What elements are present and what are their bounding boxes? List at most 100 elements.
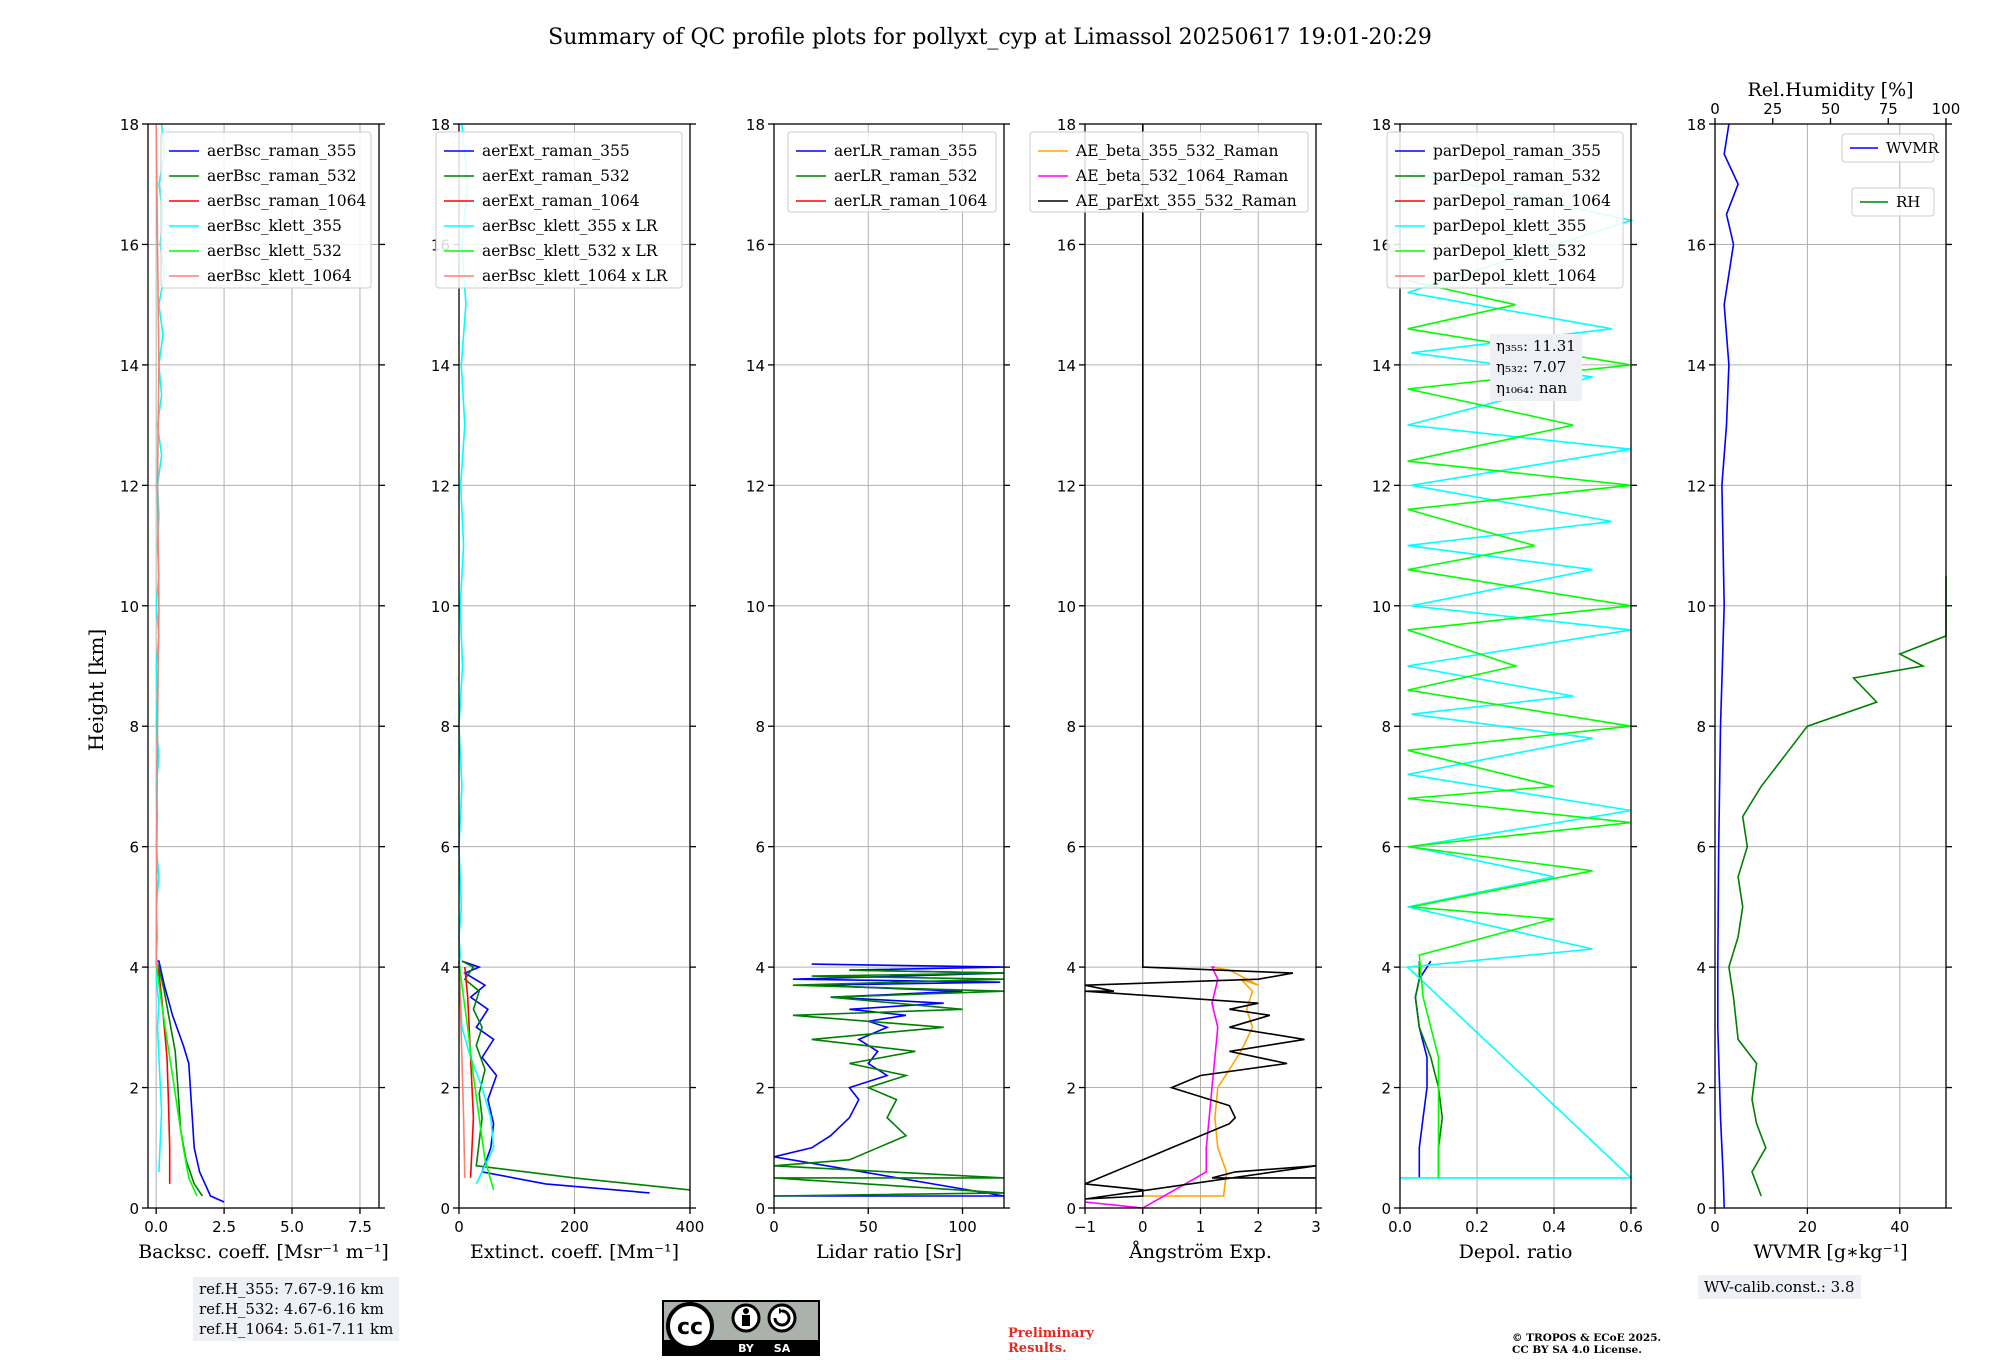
x-axis-label: WVMR [g∗kg⁻¹] xyxy=(1753,1241,1907,1263)
x-tick-label: 200 xyxy=(560,1218,589,1236)
legend-label: aerExt_raman_355 xyxy=(482,142,630,160)
legend-label: parDepol_raman_532 xyxy=(1433,167,1601,185)
x-tick-label: 0 xyxy=(769,1218,779,1236)
legend: AE_beta_355_532_Raman AE_beta_532_1064_Ra… xyxy=(1029,131,1309,213)
y-tick-label: 2 xyxy=(755,1080,765,1098)
x-axis-label: Lidar ratio [Sr] xyxy=(816,1241,962,1263)
axes-frame xyxy=(1399,123,1632,1209)
legend-box xyxy=(435,131,683,289)
top-x-tick-label: 75 xyxy=(1879,100,1898,118)
y-tick-label: 16 xyxy=(1057,236,1076,254)
y-tick-label: 10 xyxy=(120,598,139,616)
y-tick-label: 12 xyxy=(120,477,139,495)
panel-5: 0 2 4 6 8 10 12 14 16 18 0.0 0.2 0.4 0.6 Depol. ratio p… xyxy=(1372,116,1643,1263)
y-tick-label: 10 xyxy=(1687,598,1706,616)
legend: RH xyxy=(1851,187,1935,217)
x-tick-label: 5.0 xyxy=(280,1218,304,1236)
y-tick-label: 2 xyxy=(1381,1080,1391,1098)
x-axis-label: Extinct. coeff. [Mm⁻¹] xyxy=(470,1241,679,1263)
y-tick-label: 0 xyxy=(755,1200,765,1218)
legend-box xyxy=(1851,187,1935,217)
y-tick-label: 18 xyxy=(1372,116,1391,134)
wv-calibration-constant: WV-calib.const.: 3.8 xyxy=(1704,1278,1855,1296)
legend-label: WVMR xyxy=(1886,139,1940,157)
legend-label: parDepol_klett_1064 xyxy=(1433,267,1596,285)
y-tick-label: 0 xyxy=(440,1200,450,1218)
y-tick-label: 8 xyxy=(129,718,139,736)
x-tick-label: −1 xyxy=(1074,1218,1096,1236)
legend-label: aerBsc_klett_355 xyxy=(207,217,342,235)
y-tick-label: 6 xyxy=(129,839,139,857)
reference-heights-box: ref.H_355: 7.67-9.16 km ref.H_532: 4.67-… xyxy=(193,1277,400,1341)
ref-height-355: ref.H_355: 7.67-9.16 km xyxy=(199,1280,384,1298)
legend-label: aerLR_raman_1064 xyxy=(834,192,987,210)
y-tick-label: 2 xyxy=(129,1080,139,1098)
x-tick-label: 3 xyxy=(1311,1218,1321,1236)
y-tick-label: 12 xyxy=(1687,477,1706,495)
preliminary-results-note: Preliminary Results. xyxy=(1008,1326,1094,1356)
y-tick-label: 18 xyxy=(120,116,139,134)
x-tick-label: 0 xyxy=(1138,1218,1148,1236)
y-tick-label: 4 xyxy=(1066,959,1076,977)
y-axis-label: Height [km] xyxy=(84,629,108,751)
x-tick-label: 0.2 xyxy=(1465,1218,1489,1236)
y-tick-label: 16 xyxy=(1372,236,1391,254)
y-tick-label: 4 xyxy=(129,959,139,977)
series-line-aerExt_raman_355 xyxy=(461,960,650,1194)
top-x-tick-label: 100 xyxy=(1932,100,1961,118)
figure-title: Summary of QC profile plots for pollyxt_… xyxy=(548,25,1432,50)
y-tick-label: 2 xyxy=(440,1080,450,1098)
y-tick-label: 16 xyxy=(746,236,765,254)
series-line-aerBsc_raman_532 xyxy=(155,960,204,1197)
legend-label: aerBsc_klett_355 x LR xyxy=(482,217,659,235)
copyright-note: © TROPOS & ECoE 2025. CC BY SA 4.0 Licen… xyxy=(1512,1332,1661,1356)
legend: parDepol_raman_355 parDepol_raman_532 parD… xyxy=(1386,131,1624,289)
y-tick-label: 8 xyxy=(1696,718,1706,736)
y-tick-label: 14 xyxy=(431,357,450,375)
legend-label: aerBsc_klett_1064 xyxy=(207,267,352,285)
legend-label: aerBsc_raman_532 xyxy=(207,167,357,185)
legend-label: aerLR_raman_532 xyxy=(834,167,977,185)
y-tick-label: 4 xyxy=(1696,959,1706,977)
x-axis-label: Backsc. coeff. [Msr⁻¹ m⁻¹] xyxy=(138,1241,389,1263)
y-tick-label: 8 xyxy=(1066,718,1076,736)
y-tick-label: 0 xyxy=(1696,1200,1706,1218)
y-tick-label: 12 xyxy=(746,477,765,495)
wv-calibration-box: WV-calib.const.: 3.8 xyxy=(1698,1275,1861,1299)
x-tick-label: 0 xyxy=(1710,1218,1720,1236)
y-tick-label: 18 xyxy=(1057,116,1076,134)
series-line-WVMR xyxy=(1717,123,1739,1209)
y-tick-label: 12 xyxy=(1372,477,1391,495)
eta-annotation-box: η₃₅₅: 11.31 η₅₃₂: 7.07 η₁₀₆₄: nan xyxy=(1490,334,1582,401)
x-tick-label: 100 xyxy=(948,1218,977,1236)
series-line-AE_parExt_355_532_Raman xyxy=(1084,124,1317,1200)
x-tick-label: 2.5 xyxy=(212,1218,236,1236)
copyright-line2: CC BY SA 4.0 License. xyxy=(1512,1344,1642,1356)
x-tick-label: 0.0 xyxy=(144,1218,168,1236)
series-line-aerBsc_klett_1064 xyxy=(155,123,160,968)
cc-license-logo: cc BY SA xyxy=(662,1300,820,1356)
y-tick-label: 2 xyxy=(1066,1080,1076,1098)
legend-label: parDepol_klett_355 xyxy=(1433,217,1586,235)
y-tick-label: 12 xyxy=(431,477,450,495)
y-tick-label: 8 xyxy=(1381,718,1391,736)
legend-box xyxy=(787,131,997,213)
x-tick-label: 1 xyxy=(1196,1218,1206,1236)
series-line-aerBsc_raman_355 xyxy=(156,960,225,1203)
y-tick-label: 14 xyxy=(746,357,765,375)
x-tick-label: 20 xyxy=(1798,1218,1817,1236)
x-tick-label: 400 xyxy=(676,1218,705,1236)
x-tick-label: 50 xyxy=(859,1218,878,1236)
y-tick-label: 6 xyxy=(755,839,765,857)
y-tick-label: 12 xyxy=(1057,477,1076,495)
axes-frame xyxy=(147,123,380,1209)
panel-1: 0 2 4 6 8 10 12 14 16 18 0.0 2.5 5.0 7.5 Backsc. coeff… xyxy=(120,116,389,1263)
y-tick-label: 0 xyxy=(1381,1200,1391,1218)
top-x-tick-label: 50 xyxy=(1821,100,1840,118)
series-line-aerExt_raman_532 xyxy=(461,960,691,1191)
y-tick-label: 6 xyxy=(1696,839,1706,857)
y-tick-label: 18 xyxy=(746,116,765,134)
y-tick-label: 10 xyxy=(1057,598,1076,616)
y-tick-label: 14 xyxy=(1372,357,1391,375)
